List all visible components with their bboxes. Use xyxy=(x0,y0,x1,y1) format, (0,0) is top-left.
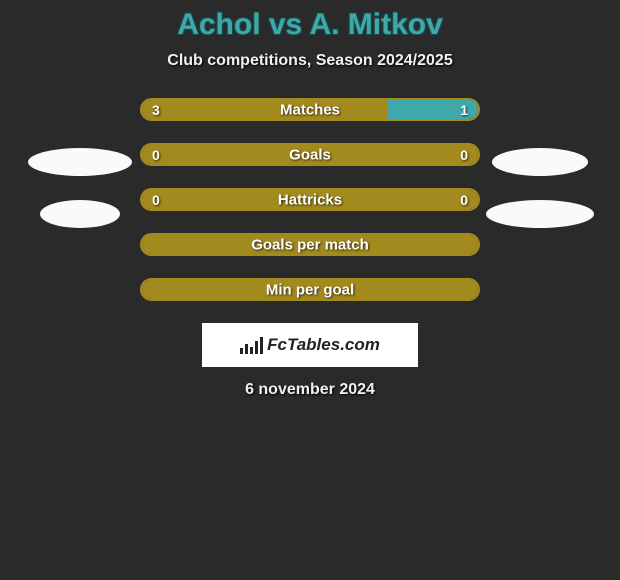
stat-val-p1: 3 xyxy=(152,102,160,118)
logo-chart-icon xyxy=(240,337,263,354)
stat-bar-min-per-goal: Min per goal xyxy=(140,278,480,301)
stat-bar-p1-fill xyxy=(142,100,387,119)
page-title: Achol vs A. Mitkov xyxy=(0,8,620,42)
subtitle: Club competitions, Season 2024/2025 xyxy=(0,52,620,70)
stat-bar-goals-per-match: Goals per match xyxy=(140,233,480,256)
date-label: 6 november 2024 xyxy=(0,381,620,399)
player1-silhouette-2 xyxy=(40,200,120,228)
comparison-widget: Achol vs A. Mitkov Club competitions, Se… xyxy=(0,0,620,399)
player2-silhouette-1 xyxy=(492,148,588,176)
stat-label: Matches xyxy=(280,101,340,118)
stat-bars: 3 1 Matches 0 0 Goals 0 0 Hattricks Goals per mat… xyxy=(140,98,480,301)
player2-silhouette-2 xyxy=(486,200,594,228)
stat-bar-matches: 3 1 Matches xyxy=(140,98,480,121)
player2-portraits xyxy=(480,148,600,252)
stat-bar-hattricks: 0 0 Hattricks xyxy=(140,188,480,211)
stat-label: Hattricks xyxy=(278,191,342,208)
stat-val-p2: 0 xyxy=(460,192,468,208)
site-logo[interactable]: FcTables.com xyxy=(202,323,418,367)
stat-label: Goals xyxy=(289,146,331,163)
player1-silhouette-1 xyxy=(28,148,132,176)
stat-bar-goals: 0 0 Goals xyxy=(140,143,480,166)
stat-label: Min per goal xyxy=(266,281,354,298)
stat-val-p1: 0 xyxy=(152,192,160,208)
logo-text: FcTables.com xyxy=(267,335,380,355)
stat-val-p2: 0 xyxy=(460,147,468,163)
player1-portraits xyxy=(20,148,140,252)
stat-label: Goals per match xyxy=(251,236,369,253)
stats-section: 3 1 Matches 0 0 Goals 0 0 Hattricks Goals per mat… xyxy=(0,98,620,301)
stat-val-p1: 0 xyxy=(152,147,160,163)
stat-val-p2: 1 xyxy=(460,102,468,118)
